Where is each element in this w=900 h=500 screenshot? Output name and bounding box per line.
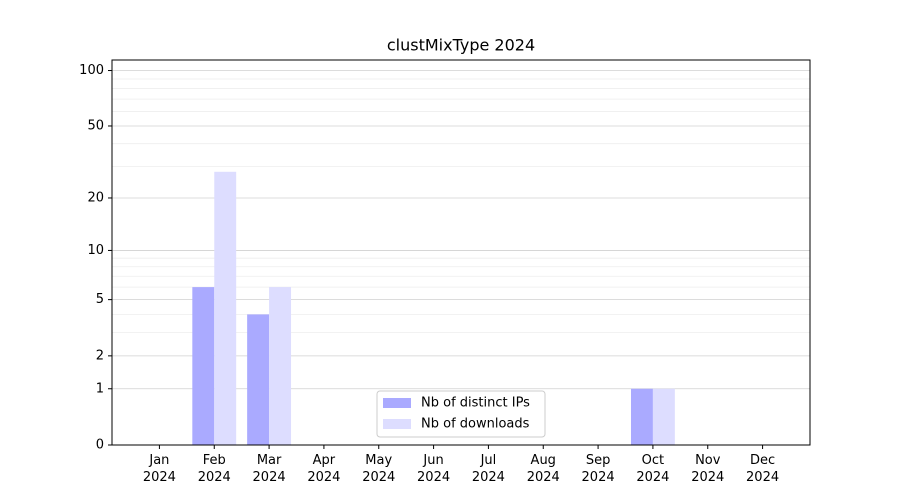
x-tick-label: Jan 2024 (142, 453, 176, 485)
legend-label: Nb of distinct IPs (421, 396, 530, 411)
legend-swatch (383, 398, 411, 408)
y-tick-label: 20 (87, 190, 104, 205)
x-tick-label: Jun 2024 (417, 453, 451, 485)
x-tick-label: Apr 2024 (307, 453, 341, 485)
x-tick-label: Nov 2024 (691, 453, 725, 485)
x-tick-label: Feb 2024 (197, 453, 231, 485)
bar (269, 287, 292, 445)
x-tick-label: Aug 2024 (526, 453, 560, 485)
x-tick-label: May 2024 (362, 453, 396, 485)
chart-title: clustMixType 2024 (387, 36, 535, 55)
bar (630, 388, 653, 445)
y-tick-label: 2 (96, 348, 104, 363)
x-tick-label: Mar 2024 (252, 453, 286, 485)
bar (214, 171, 237, 445)
x-tick-label: Oct 2024 (636, 453, 670, 485)
x-tick-label: Sep 2024 (581, 453, 615, 485)
bar (247, 314, 270, 445)
y-tick-label: 100 (79, 63, 104, 78)
legend-swatch (383, 419, 411, 429)
x-tick-label: Jul 2024 (471, 453, 505, 485)
y-tick-label: 5 (96, 292, 104, 307)
legend-label: Nb of downloads (421, 417, 530, 432)
y-tick-label: 1 (96, 381, 104, 396)
y-tick-label: 50 (87, 118, 104, 133)
bar (652, 388, 675, 445)
y-tick-label: 10 (87, 243, 104, 258)
y-tick-label: 0 (96, 438, 104, 453)
bar (192, 287, 215, 445)
x-tick-label: Dec 2024 (746, 453, 780, 485)
plot-frame (111, 59, 811, 446)
legend-box (376, 390, 546, 438)
